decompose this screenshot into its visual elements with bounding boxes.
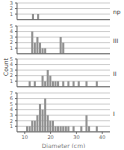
svg-text:2: 2 [10,118,13,124]
html-text:I: I [113,109,115,117]
svg-text:4: 4 [10,107,13,113]
svg-text:1: 1 [10,123,13,129]
svg-text:40: 40 [99,135,105,141]
svg-text:20: 20 [47,135,53,141]
svg-text:5: 5 [10,101,13,107]
svg-text:1: 1 [10,11,13,17]
svg-text:Diameter (cm): Diameter (cm) [42,142,86,148]
html-text:np: np [113,7,121,15]
svg-text:1: 1 [10,78,13,84]
html-text:III: III [113,36,119,43]
html-text:Count: Count [1,58,8,76]
svg-text:6: 6 [10,95,13,101]
svg-text:3: 3 [10,112,13,118]
svg-text:1: 1 [10,45,13,51]
svg-text:5: 5 [10,23,13,29]
svg-text:2: 2 [10,73,13,79]
svg-text:4: 4 [10,62,13,68]
svg-text:10: 10 [22,135,28,141]
svg-text:5: 5 [10,56,13,62]
svg-text:3: 3 [10,34,13,40]
svg-text:2: 2 [10,39,13,45]
svg-text:7: 7 [10,90,13,96]
svg-text:4: 4 [10,28,13,34]
html-text:II: II [113,69,117,77]
svg-text:2: 2 [10,5,13,11]
svg-text:3: 3 [10,0,13,6]
svg-text:3: 3 [10,67,13,73]
svg-text:30: 30 [73,135,79,141]
